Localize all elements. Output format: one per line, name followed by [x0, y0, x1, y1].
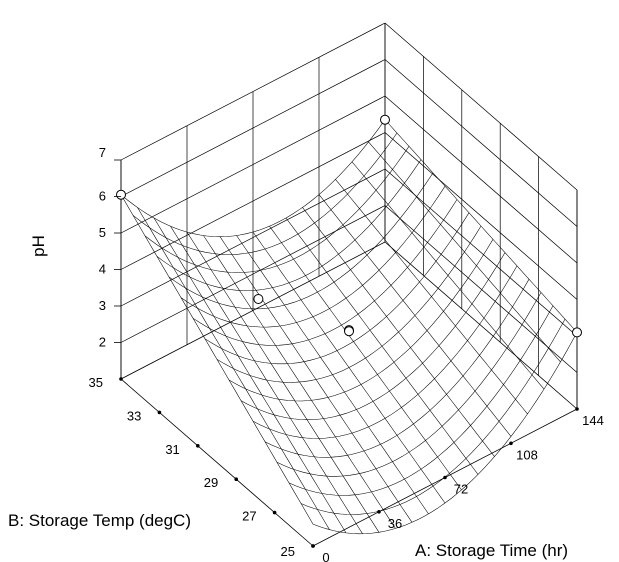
- mesh-line-const-y: [228, 239, 494, 402]
- mesh-line-const-y: [168, 172, 434, 310]
- backwall-horizontal-grid: [120, 132, 386, 270]
- mesh-line-const-y: [264, 279, 530, 458]
- y-tick-mark: [157, 410, 162, 415]
- design-point: [344, 326, 354, 337]
- mesh-line-const-y: [288, 305, 554, 496]
- design-point: [572, 327, 582, 338]
- z-tick-label: 4: [99, 262, 106, 277]
- x-tick-mark: [575, 407, 579, 411]
- backwall-horizontal-grid: [120, 22, 386, 161]
- y-tick-mark: [272, 510, 277, 515]
- y-tick-label: 27: [242, 509, 256, 524]
- backwall-horizontal-grid: [120, 95, 386, 234]
- mesh-line-const-y: [300, 318, 566, 515]
- frame-side-floor-edge: [384, 241, 578, 410]
- x-tick-mark: [443, 475, 447, 480]
- tick-marks: [114, 159, 579, 548]
- z-tick-label: 2: [99, 335, 106, 350]
- mesh-line-const-y: [180, 186, 446, 328]
- mesh-line-const-y: [216, 225, 482, 383]
- y-tick-label: 25: [281, 544, 295, 559]
- design-points: [116, 114, 582, 338]
- mesh-line-const-y: [276, 292, 542, 477]
- y-tick-label: 31: [165, 442, 179, 457]
- x-tick-mark: [509, 441, 513, 446]
- mesh-line-const-y: [120, 119, 386, 237]
- y-tick-mark: [311, 544, 315, 548]
- y-axis-title: B: Storage Temp (degC): [8, 511, 191, 530]
- x-axis-title: A: Storage Time (hr): [415, 541, 568, 560]
- mesh-line-const-y: [156, 159, 422, 291]
- z-tick-label: 6: [99, 189, 106, 204]
- backwall-horizontal-grid: [120, 168, 386, 307]
- x-tick-label: 108: [516, 447, 538, 462]
- backwall-horizontal-grid: [120, 205, 386, 343]
- x-tick-mark: [377, 510, 381, 514]
- y-tick-label: 33: [127, 408, 141, 423]
- z-tick-label: 7: [99, 145, 106, 160]
- y-tick-label: 35: [89, 375, 103, 390]
- x-tick-label: 36: [388, 516, 402, 531]
- y-tick-mark: [196, 444, 200, 448]
- sidewall-horizontal-grid: [384, 95, 578, 264]
- x-tick-label: 72: [454, 482, 468, 497]
- sidewall-horizontal-grid: [384, 59, 578, 227]
- wall-gridlines: [120, 22, 578, 409]
- y-tick-label: 29: [204, 475, 218, 490]
- mesh-line-const-y: [240, 252, 506, 420]
- z-tick-label: 5: [99, 225, 106, 240]
- mesh-line-const-y: [204, 212, 470, 365]
- y-tick-mark: [119, 377, 123, 381]
- sidewall-horizontal-grid: [384, 132, 578, 300]
- mesh-line-const-y: [144, 146, 410, 273]
- tick-labels: 0 36 72 108 144 25 27 29 31 33 35 2 3 4 5 6 7: [89, 145, 604, 562]
- z-tick-label: 3: [99, 298, 106, 313]
- mesh-line-const-y: [192, 199, 458, 346]
- design-point: [380, 114, 390, 125]
- backwall-horizontal-grid: [120, 59, 386, 197]
- z-axis-title: pH: [29, 235, 48, 257]
- sidewall-horizontal-grid: [384, 205, 578, 373]
- y-tick-mark: [234, 477, 238, 482]
- mesh-line-const-y: [252, 265, 518, 439]
- x-tick-label: 0: [322, 550, 329, 562]
- surface-mesh: [120, 119, 578, 535]
- sidewall-horizontal-grid: [384, 168, 578, 337]
- mesh-line-const-y: [312, 332, 578, 535]
- x-tick-label: 144: [582, 413, 604, 428]
- mesh-line-const-y: [132, 132, 398, 255]
- sidewall-horizontal-grid: [384, 22, 578, 191]
- axis-box-frame: [120, 160, 578, 547]
- frame-front-y-axis: [120, 378, 314, 547]
- design-point: [253, 294, 264, 304]
- design-point: [116, 189, 126, 200]
